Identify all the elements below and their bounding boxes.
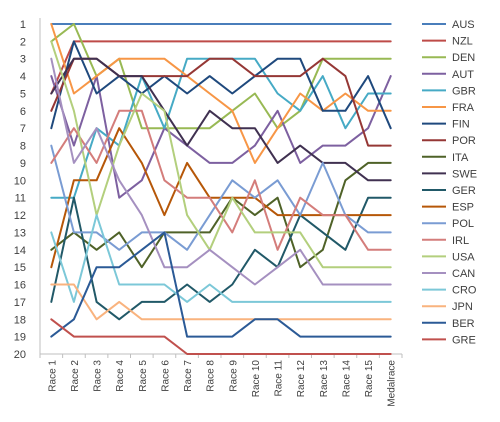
- x-tick-label: Race 13: [319, 360, 330, 398]
- x-tick-label: Race 10: [251, 360, 262, 398]
- y-tick-label: 6: [20, 106, 26, 118]
- x-tick-label: Race 11: [274, 360, 285, 397]
- x-tick-label: Race 2: [70, 360, 81, 392]
- y-tick-label: 20: [14, 349, 26, 361]
- y-tick-label: 7: [20, 123, 26, 135]
- y-tick-label: 3: [20, 54, 26, 66]
- x-tick-label: Race 6: [160, 360, 171, 392]
- x-tick-label: Race 1: [47, 360, 58, 392]
- x-tick-label: Race 14: [341, 360, 352, 398]
- legend-label-can: CAN: [452, 268, 475, 280]
- series-line-ber: [50, 231, 392, 338]
- y-tick-label: 14: [14, 245, 26, 257]
- series-line-jpn: [50, 283, 392, 321]
- y-tick-label: 9: [20, 158, 26, 170]
- y-tick-label: 2: [20, 36, 26, 48]
- legend-label-den: DEN: [452, 52, 475, 64]
- series-line-swe: [50, 57, 392, 182]
- series-line-fin: [50, 40, 392, 130]
- legend-label-por: POR: [452, 135, 476, 147]
- legend-label-aut: AUT: [452, 69, 474, 81]
- y-tick-label: 11: [15, 193, 26, 205]
- series-line-pol: [50, 144, 392, 251]
- y-tick-label: 1: [20, 19, 26, 31]
- y-tick-label: 18: [14, 314, 26, 326]
- legend-label-gbr: GBR: [452, 85, 476, 97]
- series-line-nzl: [50, 40, 392, 95]
- series-line-irl: [50, 109, 392, 251]
- legend-label-fra: FRA: [452, 102, 475, 114]
- legend-label-pol: POL: [452, 218, 474, 230]
- x-tick-label: Race 5: [138, 360, 149, 392]
- x-tick-label: Race 7: [183, 360, 194, 392]
- legend-label-fin: FIN: [452, 119, 470, 131]
- y-tick-label: 10: [14, 175, 26, 187]
- legend-label-cro: CRO: [452, 285, 477, 297]
- x-tick-label: Race 15: [364, 360, 375, 398]
- legend-label-ber: BER: [452, 318, 475, 330]
- y-tick-label: 4: [20, 71, 26, 83]
- series-lines-layer: [50, 23, 392, 355]
- legend-label-esp: ESP: [452, 202, 474, 214]
- series-line-cro: [50, 214, 392, 303]
- legend-label-usa: USA: [452, 251, 475, 263]
- legend-label-nzl: NZL: [452, 36, 473, 48]
- y-tick-label: 15: [14, 262, 26, 274]
- y-tick-label: 12: [14, 210, 26, 222]
- series-line-gre: [50, 318, 392, 355]
- y-tick-label: 13: [14, 227, 26, 239]
- y-tick-label: 17: [14, 297, 26, 309]
- y-tick-label: 16: [14, 280, 26, 292]
- x-tick-label: Race 9: [228, 360, 239, 392]
- legend-label-gre: GRE: [452, 334, 476, 346]
- legend-label-swe: SWE: [452, 168, 477, 180]
- series-line-usa: [50, 40, 392, 269]
- legend-label-aus: AUS: [452, 19, 475, 31]
- legend-label-jpn: JPN: [452, 301, 473, 313]
- x-tick-label: Race 8: [206, 360, 217, 392]
- y-tick-label: 5: [20, 88, 26, 100]
- x-tick-label: Race 12: [296, 360, 307, 398]
- x-tick-label: Race 4: [115, 360, 126, 392]
- legend-label-ita: ITA: [452, 152, 469, 164]
- y-tick-label: 8: [20, 141, 26, 153]
- legend: AUS NZL DEN AUT GBR FRA FIN POR ITA SWE GER ESP POL I…: [422, 19, 477, 346]
- x-tick-label: Medalrace: [387, 360, 398, 407]
- legend-label-irl: IRL: [452, 235, 469, 247]
- series-line-can: [50, 57, 392, 286]
- x-tick-label: Race 3: [93, 360, 104, 392]
- y-tick-label: 19: [14, 332, 26, 344]
- legend-label-ger: GER: [452, 185, 476, 197]
